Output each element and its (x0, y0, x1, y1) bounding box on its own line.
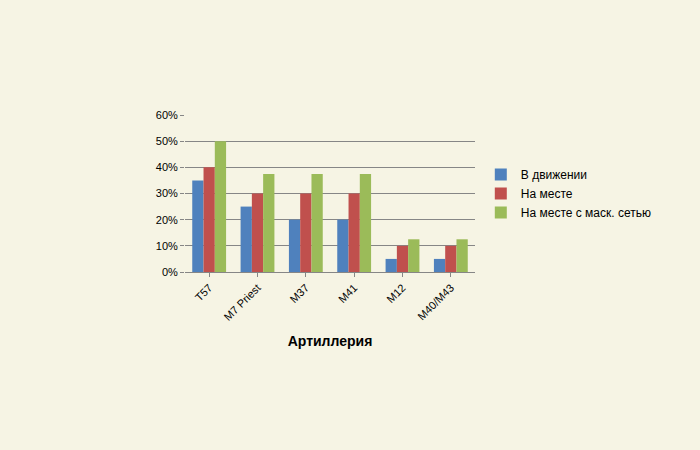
svg-text:На месте с маск. сетью: На месте с маск. сетью (521, 206, 651, 220)
svg-text:M7 Priest: M7 Priest (221, 282, 262, 323)
svg-text:M12: M12 (384, 282, 408, 306)
svg-text:20%: 20% (156, 214, 178, 226)
svg-text:На месте: На месте (521, 187, 573, 201)
svg-text:Артиллерия: Артиллерия (288, 333, 373, 349)
svg-text:30%: 30% (156, 187, 178, 199)
svg-text:0%: 0% (162, 266, 178, 278)
svg-text:60%: 60% (156, 109, 178, 121)
svg-text:40%: 40% (156, 161, 178, 173)
svg-text:M37: M37 (288, 282, 312, 306)
svg-text:T57: T57 (193, 282, 215, 304)
svg-text:В движении: В движении (521, 168, 587, 182)
svg-text:50%: 50% (156, 135, 178, 147)
svg-text:10%: 10% (156, 240, 178, 252)
svg-text:M41: M41 (336, 282, 360, 306)
svg-text:M40/M43: M40/M43 (415, 282, 456, 323)
